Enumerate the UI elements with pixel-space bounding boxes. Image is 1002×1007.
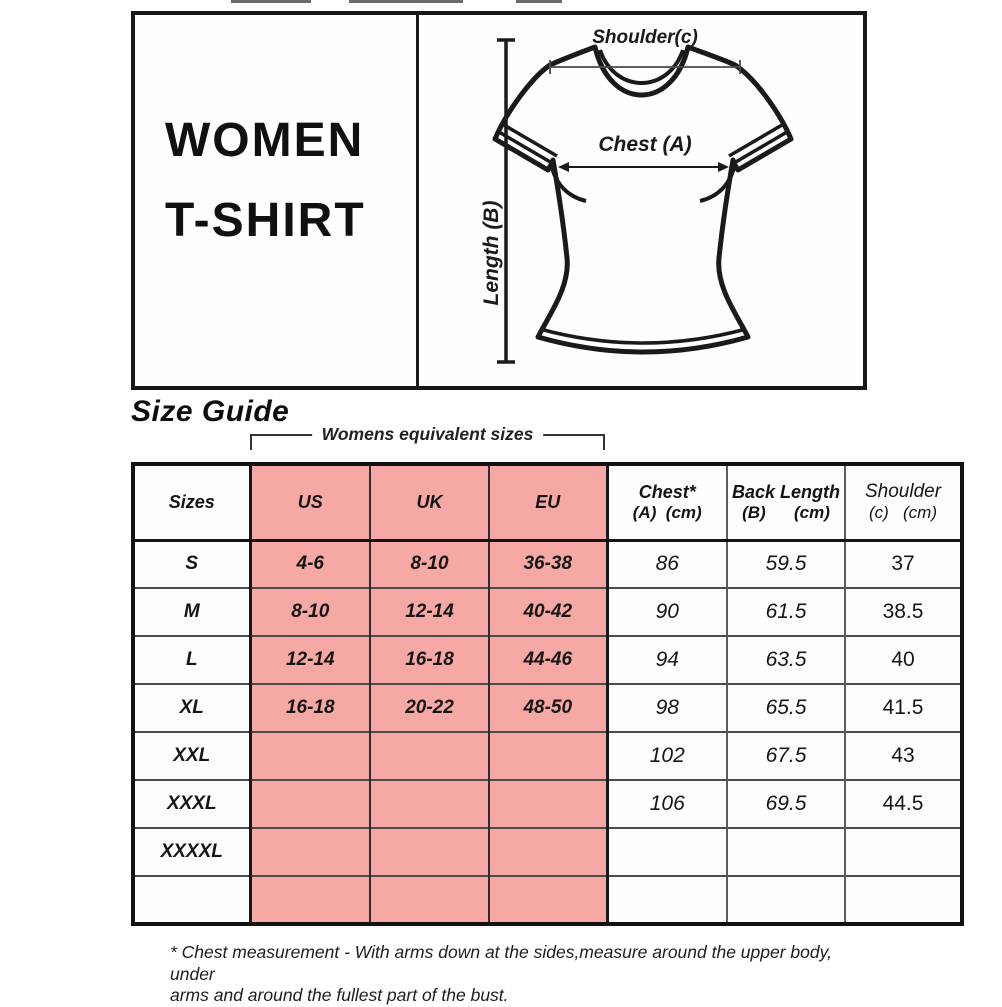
cell-shoulder: 40 xyxy=(845,635,962,684)
top-crop-artifact xyxy=(516,0,562,3)
cell-back-length: 61.5 xyxy=(727,587,846,636)
footnote-line2: arms and around the fullest part of the … xyxy=(170,985,509,1005)
cell-size: S xyxy=(133,539,252,588)
cell-uk xyxy=(370,779,490,828)
chest-measurement-footnote: * Chest measurement - With arms down at … xyxy=(170,942,870,1007)
header-card: WOMEN T-SHIRT xyxy=(131,11,867,390)
cell-shoulder: 43 xyxy=(845,731,962,780)
cell-chest: 86 xyxy=(607,539,728,588)
cell-back-length: 63.5 xyxy=(727,635,846,684)
col-header-eu: EU xyxy=(489,464,609,542)
cell-chest xyxy=(607,875,728,924)
cell-uk xyxy=(370,731,490,780)
cell-chest xyxy=(607,827,728,876)
cell-back-length: 59.5 xyxy=(727,539,846,588)
product-title-line2: T-SHIRT xyxy=(165,194,366,247)
footnote-line1: * Chest measurement - With arms down at … xyxy=(170,942,832,984)
cell-us: 4-6 xyxy=(250,539,371,588)
cell-size: XL xyxy=(133,683,252,732)
shoulder-measure-label: Shoulder(c) xyxy=(592,27,698,48)
cell-uk: 12-14 xyxy=(370,587,490,636)
cell-uk: 20-22 xyxy=(370,683,490,732)
product-title: WOMEN T-SHIRT xyxy=(165,101,366,261)
cell-chest: 98 xyxy=(607,683,728,732)
cell-eu xyxy=(489,875,609,924)
cell-uk: 8-10 xyxy=(370,539,490,588)
cell-size: XXXL xyxy=(133,779,252,828)
cell-back-length xyxy=(727,875,846,924)
table-row: XXXL 106 69.5 44.5 xyxy=(133,779,962,828)
cell-shoulder xyxy=(845,875,962,924)
col-header-back-length: Back Length (B) (cm) xyxy=(727,464,846,542)
table-row: M 8-10 12-14 40-42 90 61.5 38.5 xyxy=(133,587,962,636)
cell-size: M xyxy=(133,587,252,636)
length-measure-label: Length (B) xyxy=(480,200,503,306)
cell-eu xyxy=(489,827,609,876)
cell-eu: 40-42 xyxy=(489,587,609,636)
chest-measure-label: Chest (A) xyxy=(598,133,692,156)
cell-chest: 106 xyxy=(607,779,728,828)
cell-back-length: 67.5 xyxy=(727,731,846,780)
cell-us xyxy=(250,827,371,876)
col-header-sizes: Sizes xyxy=(133,464,252,542)
cell-size: XXL xyxy=(133,731,252,780)
col-header-uk: UK xyxy=(370,464,490,542)
cell-chest: 94 xyxy=(607,635,728,684)
cell-us xyxy=(250,875,371,924)
cell-size: XXXXL xyxy=(133,827,252,876)
panel-divider xyxy=(416,15,419,386)
size-table-header-row: Sizes US UK EU Chest* (A) (cm) Back Leng… xyxy=(133,464,962,542)
equivalent-sizes-label: Womens equivalent sizes xyxy=(311,423,544,445)
cell-shoulder: 38.5 xyxy=(845,587,962,636)
cell-us xyxy=(250,779,371,828)
cell-eu: 44-46 xyxy=(489,635,609,684)
cell-back-length xyxy=(727,827,846,876)
cell-shoulder: 41.5 xyxy=(845,683,962,732)
table-row: XL 16-18 20-22 48-50 98 65.5 41.5 xyxy=(133,683,962,732)
table-row: L 12-14 16-18 44-46 94 63.5 40 xyxy=(133,635,962,684)
cell-eu xyxy=(489,731,609,780)
cell-eu: 48-50 xyxy=(489,683,609,732)
cell-back-length: 69.5 xyxy=(727,779,846,828)
section-title: Size Guide xyxy=(131,395,290,428)
cell-uk: 16-18 xyxy=(370,635,490,684)
col-header-us: US xyxy=(250,464,371,542)
cell-shoulder xyxy=(845,827,962,876)
cell-uk xyxy=(370,827,490,876)
cell-us: 12-14 xyxy=(250,635,371,684)
table-row: XXXXL xyxy=(133,827,962,876)
cell-us xyxy=(250,731,371,780)
cell-chest: 102 xyxy=(607,731,728,780)
cell-eu: 36-38 xyxy=(489,539,609,588)
top-crop-artifact xyxy=(231,0,311,3)
col-header-chest: Chest* (A) (cm) xyxy=(607,464,728,542)
table-row: S 4-6 8-10 36-38 86 59.5 37 xyxy=(133,539,962,588)
cell-back-length: 65.5 xyxy=(727,683,846,732)
tshirt-diagram xyxy=(492,38,794,364)
table-row: XXL 102 67.5 43 xyxy=(133,731,962,780)
table-row xyxy=(133,875,962,924)
size-table-body: S 4-6 8-10 36-38 86 59.5 37 M 8-10 12-14… xyxy=(133,539,962,924)
cell-us: 16-18 xyxy=(250,683,371,732)
equivalent-sizes-bracket: Womens equivalent sizes xyxy=(250,423,605,450)
size-table: Sizes US UK EU Chest* (A) (cm) Back Leng… xyxy=(131,462,964,926)
col-header-shoulder: Shoulder (c) (cm) xyxy=(845,464,962,542)
cell-eu xyxy=(489,779,609,828)
cell-shoulder: 44.5 xyxy=(845,779,962,828)
cell-uk xyxy=(370,875,490,924)
cell-size xyxy=(133,875,252,924)
top-crop-artifact xyxy=(349,0,463,3)
cell-shoulder: 37 xyxy=(845,539,962,588)
product-title-line1: WOMEN xyxy=(165,114,365,167)
cell-size: L xyxy=(133,635,252,684)
cell-chest: 90 xyxy=(607,587,728,636)
cell-us: 8-10 xyxy=(250,587,371,636)
